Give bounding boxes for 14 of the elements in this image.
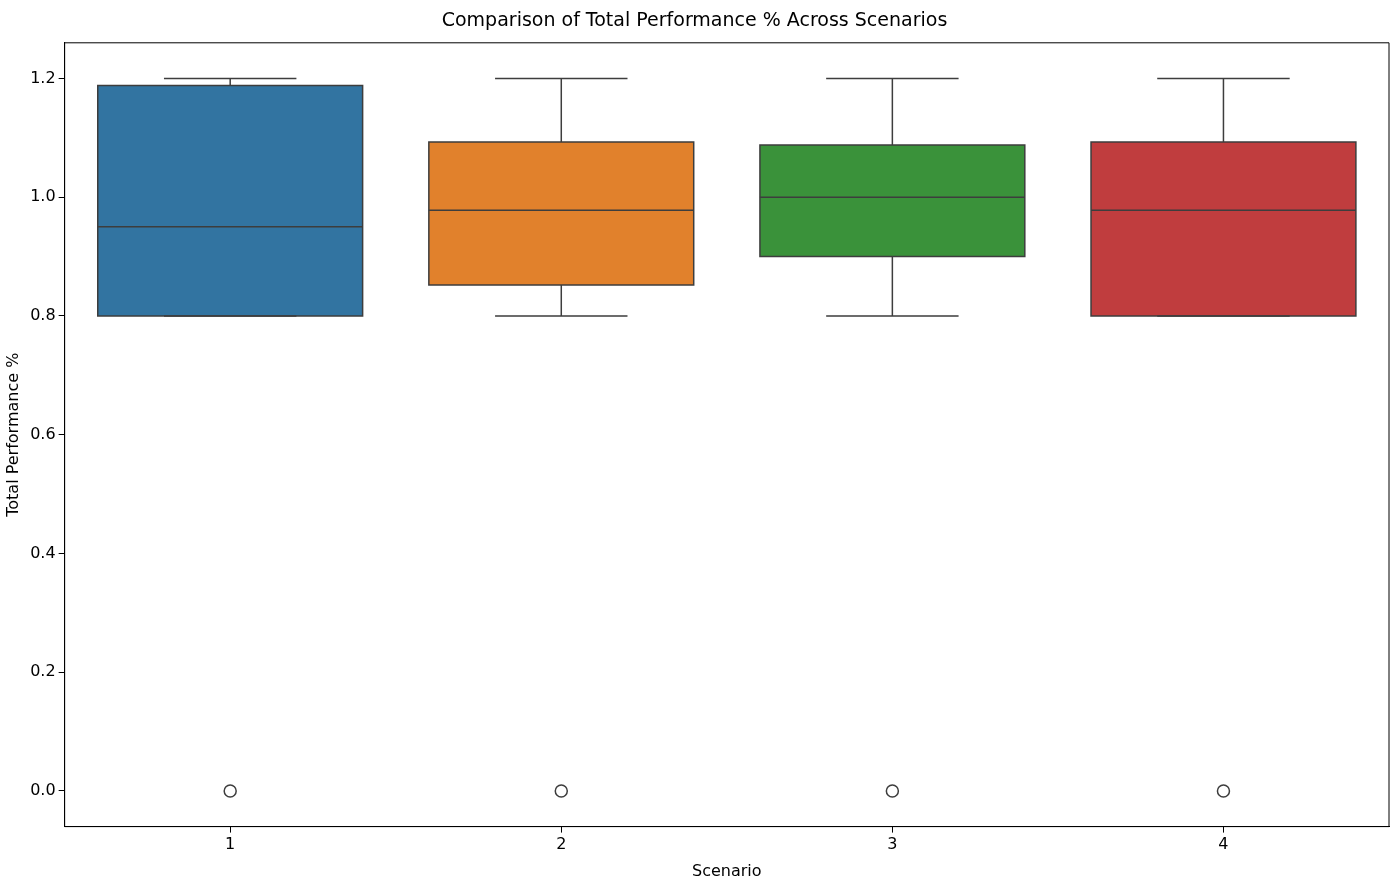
y-tick-label: 0.2 (30, 661, 56, 681)
x-tick-label: 2 (556, 834, 567, 854)
x-axis-title: Scenario (692, 860, 762, 880)
y-tick-label: 0.6 (30, 423, 56, 443)
x-tick-label: 4 (1218, 834, 1229, 854)
y-axis-title: Total Performance % (2, 352, 22, 518)
y-tick-label: 1.0 (30, 186, 56, 206)
y-tick-label: 1.2 (30, 67, 56, 87)
y-tick-label: 0.8 (30, 305, 56, 325)
x-tick-label: 1 (225, 834, 236, 854)
chart-title: Comparison of Total Performance % Across Scenarios (441, 8, 948, 31)
y-tick-label: 0.0 (30, 780, 56, 800)
y-tick-label: 0.4 (30, 542, 56, 562)
x-tick-label: 3 (887, 834, 898, 854)
